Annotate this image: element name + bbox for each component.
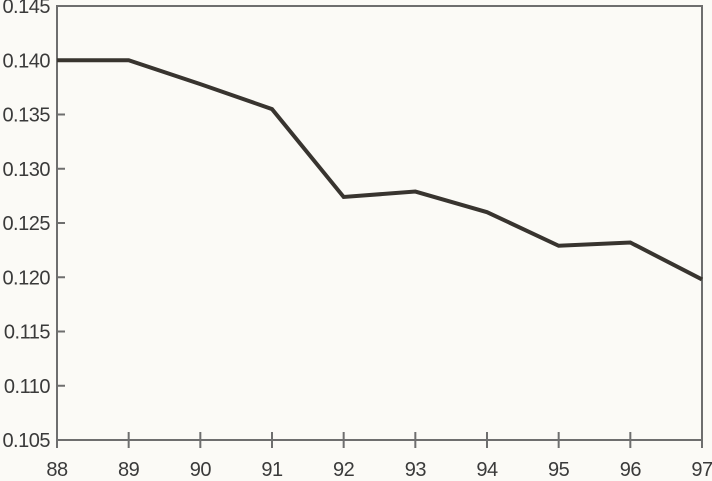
- x-axis-tick-label: 94: [476, 459, 498, 481]
- y-axis-tick-label: 0.145: [2, 0, 50, 18]
- x-axis-tick-label: 93: [405, 459, 427, 481]
- y-axis-tick-label: 0.115: [4, 322, 50, 344]
- x-axis-tick-label: 95: [548, 459, 570, 481]
- x-axis-tick-label: 91: [261, 459, 283, 481]
- plot-frame: [56, 5, 703, 441]
- y-axis-tick-label: 0.110: [4, 376, 50, 398]
- x-axis-tick-label: 89: [118, 459, 140, 481]
- x-axis-tick-label: 88: [46, 459, 68, 481]
- y-axis-tick-label: 0.130: [2, 159, 50, 181]
- x-axis-tick-label: 97: [691, 459, 712, 481]
- y-axis-tick-label: 0.105: [2, 430, 50, 452]
- data-series-line: [57, 58, 703, 282]
- x-axis-tick-label: 90: [190, 459, 212, 481]
- y-axis-tick-label: 0.125: [2, 213, 50, 235]
- y-axis-tick-label: 0.120: [2, 267, 50, 289]
- y-axis-tick-label: 0.135: [2, 105, 50, 127]
- y-axis-tick-label: 0.140: [2, 50, 50, 72]
- x-axis-tick-label: 92: [333, 459, 355, 481]
- x-axis-tick-label: 96: [620, 459, 642, 481]
